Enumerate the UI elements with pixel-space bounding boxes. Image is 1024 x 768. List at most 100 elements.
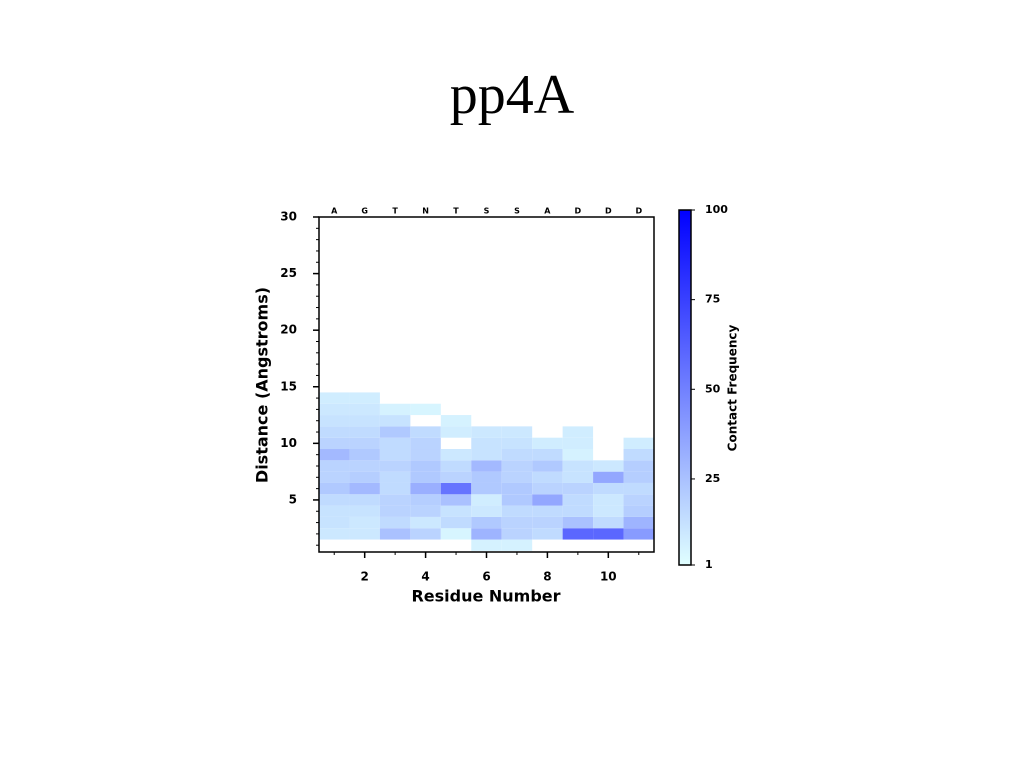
heatmap-cell <box>623 505 654 517</box>
heatmap-cell <box>319 516 350 529</box>
y-tick-label: 10 <box>280 436 297 450</box>
heatmap-cell <box>562 516 594 529</box>
heatmap-cell <box>501 471 533 483</box>
colorbar-tick-label: 100 <box>705 203 728 216</box>
colorbar-label: Contact Frequency <box>726 324 740 451</box>
x-tick-label: 8 <box>543 570 551 584</box>
colorbar-tick-label: 50 <box>705 382 721 395</box>
heatmap-cell <box>593 505 624 517</box>
heatmap-cell <box>440 460 472 472</box>
heatmap-cell <box>379 516 411 529</box>
heatmap-cell <box>379 449 411 461</box>
heatmap-cell <box>501 449 533 461</box>
heatmap-cell <box>562 449 594 461</box>
heatmap-cell <box>379 437 411 450</box>
heatmap-cell <box>593 494 624 506</box>
heatmap-cell <box>471 460 502 472</box>
heatmap-cell <box>410 403 441 416</box>
heatmap-cell <box>562 460 594 472</box>
heatmap-cell <box>319 471 350 483</box>
x-tick-label: 2 <box>361 570 369 584</box>
heatmap-cell <box>410 471 441 483</box>
x-axis-label: Residue Number <box>411 587 560 606</box>
heatmap-cell <box>532 471 563 483</box>
heatmap-cell <box>319 426 350 438</box>
colorbar-tick-label: 1 <box>705 558 713 571</box>
heatmap-cell <box>471 528 502 540</box>
heatmap-cell <box>349 528 380 540</box>
heatmap-cell <box>440 415 472 427</box>
heatmap-cell <box>623 494 654 506</box>
heatmap-cell <box>319 505 350 517</box>
heatmap-cell <box>349 437 380 450</box>
colorbar-tick-label: 75 <box>705 293 720 306</box>
heatmap-cell <box>349 471 380 483</box>
heatmap-cell <box>379 494 411 506</box>
residue-label: T <box>453 207 459 216</box>
residue-label: G <box>361 207 368 216</box>
heatmap-cell <box>319 392 350 404</box>
heatmap-cell <box>532 482 563 495</box>
y-tick-label: 25 <box>280 266 297 280</box>
heatmap-cell <box>379 482 411 495</box>
y-tick-label: 5 <box>289 492 297 506</box>
heatmap-cell <box>379 460 411 472</box>
heatmap-cell <box>349 505 380 517</box>
heatmap-cell <box>349 482 380 495</box>
residue-label: D <box>575 207 582 216</box>
heatmap-cell <box>440 449 472 461</box>
residue-label: A <box>544 207 551 216</box>
heatmap-cell <box>501 426 533 438</box>
heatmap-cell <box>501 528 533 540</box>
heatmap-cell <box>319 403 350 416</box>
heatmap-cell <box>379 471 411 483</box>
heatmap-cell <box>501 482 533 495</box>
heatmap-cell <box>562 471 594 483</box>
heatmap-cell <box>319 460 350 472</box>
heatmap-cell <box>379 426 411 438</box>
heatmap-cell <box>319 415 350 427</box>
heatmap-cell <box>471 516 502 529</box>
heatmap-cell <box>410 505 441 517</box>
heatmap-cell <box>501 539 533 551</box>
y-tick-label: 15 <box>280 379 297 393</box>
heatmap-cell <box>562 505 594 517</box>
heatmap-cell <box>501 494 533 506</box>
heatmap-cell <box>410 482 441 495</box>
heatmap-cell <box>379 403 411 416</box>
heatmap-cell <box>379 505 411 517</box>
residue-label: N <box>422 207 429 216</box>
heatmap-cell <box>319 494 350 506</box>
heatmap-cell <box>471 494 502 506</box>
heatmap-cell <box>440 528 472 540</box>
heatmap-cell <box>532 528 563 540</box>
heatmap-cell <box>471 539 502 551</box>
residue-label: S <box>484 207 490 216</box>
heatmap-cell <box>501 460 533 472</box>
heatmap-cell <box>319 437 350 450</box>
heatmap-cell <box>440 505 472 517</box>
heatmap-cell <box>532 449 563 461</box>
heatmap-cell <box>349 449 380 461</box>
heatmap-cell <box>562 528 594 540</box>
colorbar-tick-label: 25 <box>705 472 720 485</box>
chart-title: pp4A <box>450 64 575 126</box>
heatmap-cell <box>562 437 594 450</box>
heatmap-cell <box>593 471 624 483</box>
heatmap-cell <box>410 460 441 472</box>
heatmap-cell <box>623 471 654 483</box>
heatmap-cell <box>623 482 654 495</box>
residue-label: S <box>514 207 520 216</box>
y-tick-label: 30 <box>280 210 297 224</box>
heatmap-cell <box>532 494 563 506</box>
heatmap-cell <box>471 437 502 450</box>
heatmap-cell <box>501 516 533 529</box>
heatmap-cell <box>410 516 441 529</box>
heatmap-cell <box>440 426 472 438</box>
heatmap-cell <box>593 516 624 529</box>
heatmap-cell <box>349 460 380 472</box>
heatmap-cell <box>532 437 563 450</box>
heatmap-cell <box>562 494 594 506</box>
